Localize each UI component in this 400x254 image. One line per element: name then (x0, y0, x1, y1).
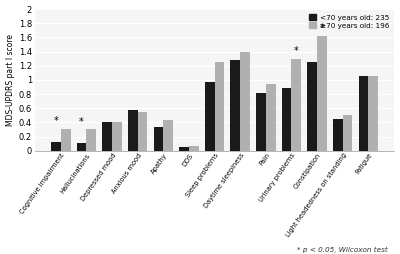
Bar (205, 82, 214, 151)
Y-axis label: MDS-UPDRS part I score: MDS-UPDRS part I score (6, 34, 14, 126)
Bar (368, 76, 378, 151)
Bar (317, 36, 327, 151)
Bar (282, 88, 292, 151)
Text: *: * (294, 46, 299, 56)
Bar (77, 143, 86, 151)
Bar (179, 147, 189, 151)
Bar (359, 76, 368, 151)
Bar (189, 146, 199, 151)
Bar (333, 119, 343, 151)
Bar (154, 127, 163, 151)
Bar (266, 84, 276, 151)
Bar (138, 112, 148, 151)
Text: *: * (79, 117, 84, 127)
Text: *: * (54, 116, 58, 126)
Legend: <70 years old: 235, ≥70 years old: 196: <70 years old: 235, ≥70 years old: 196 (308, 13, 391, 30)
Bar (163, 120, 173, 151)
Bar (230, 60, 240, 151)
Bar (292, 59, 301, 151)
Bar (86, 130, 96, 151)
Bar (51, 141, 61, 151)
Bar (214, 62, 224, 151)
Bar (343, 115, 352, 151)
Bar (307, 62, 317, 151)
Bar (61, 129, 70, 151)
Text: *: * (320, 23, 324, 33)
Bar (128, 110, 138, 151)
Bar (102, 122, 112, 151)
Bar (256, 93, 266, 151)
Bar (112, 122, 122, 151)
Bar (240, 52, 250, 151)
Text: * p < 0.05, Wilcoxon test: * p < 0.05, Wilcoxon test (297, 247, 388, 253)
